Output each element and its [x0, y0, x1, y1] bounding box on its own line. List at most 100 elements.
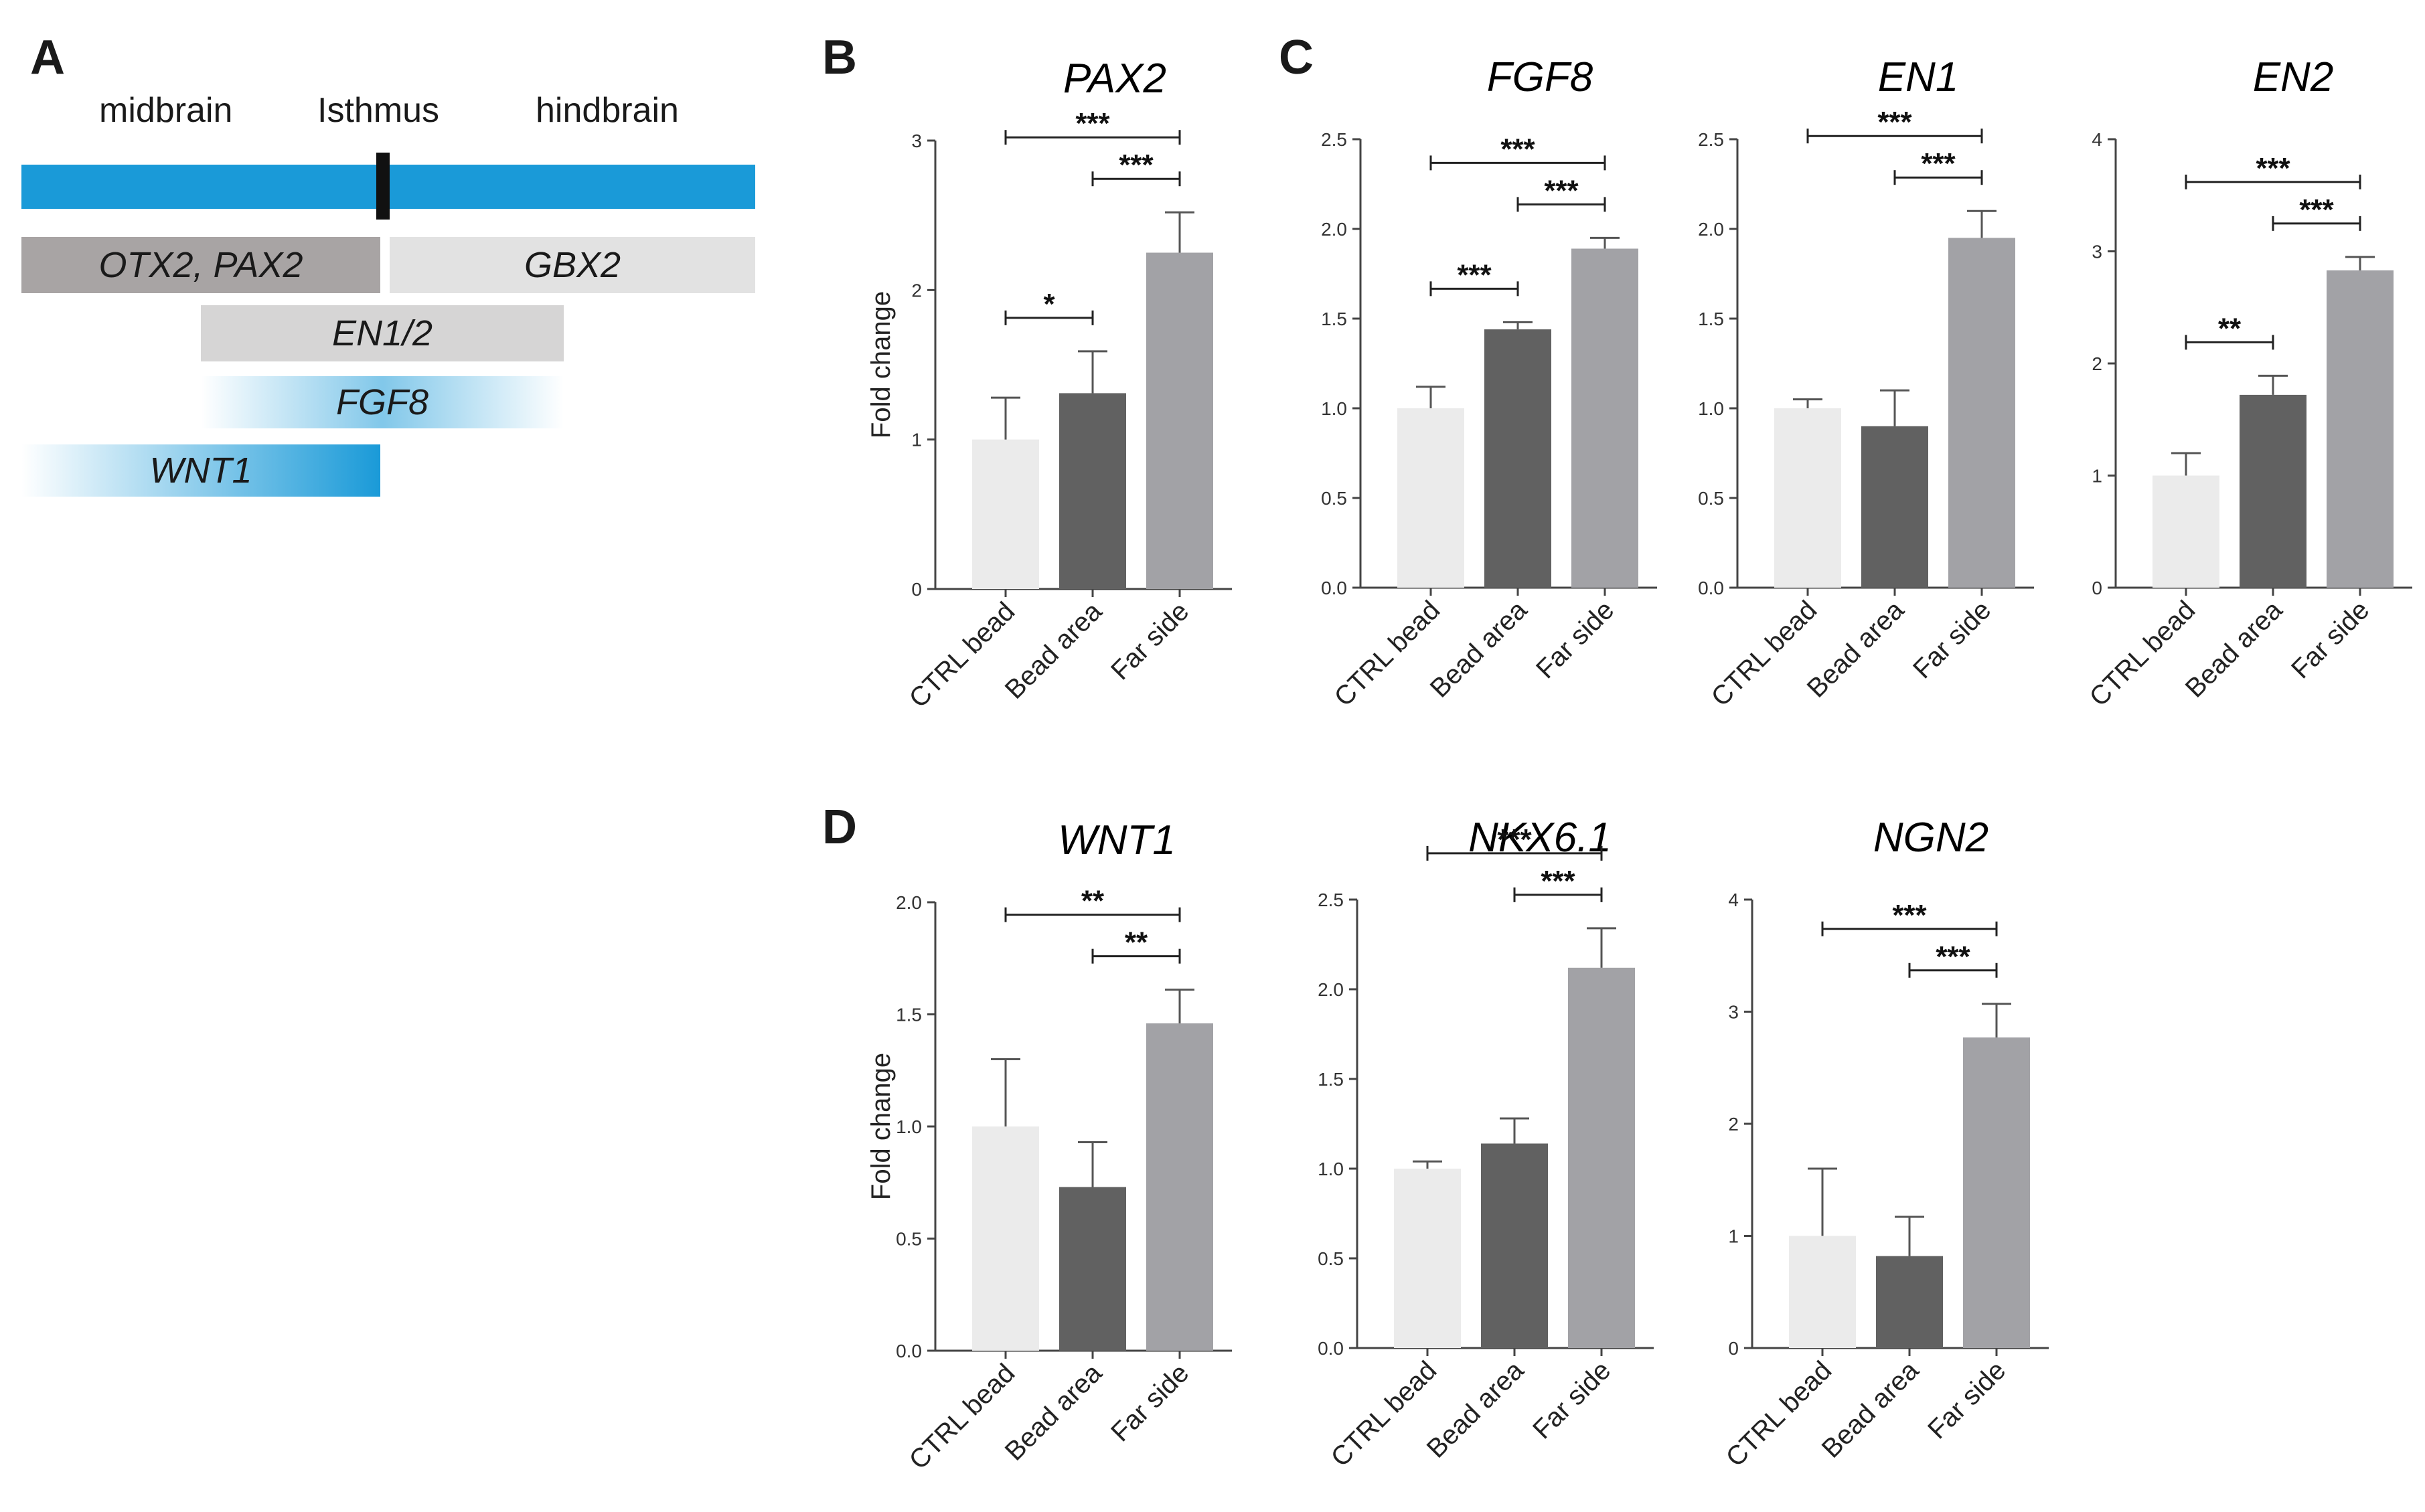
isthmus-label: Isthmus	[317, 91, 440, 130]
wnt1-band: WNT1	[21, 444, 380, 497]
fgf8-sig-label: ***	[1544, 174, 1579, 207]
en2-category-label-2: Far side	[2286, 595, 2375, 684]
wnt1-title: WNT1	[1058, 817, 1176, 863]
nkx61-y-tick-label: 0.5	[1318, 1248, 1344, 1269]
en1-y-tick-label: 2.0	[1698, 219, 1724, 240]
wnt1-category-label-0: CTRL bead	[904, 1358, 1021, 1475]
pax2-sig-label: *	[1043, 288, 1055, 321]
wnt1-y-tick-label: 0.5	[896, 1229, 922, 1250]
fgf8-y-tick-label: 1.0	[1321, 398, 1347, 419]
otx2-pax2-band: OTX2, PAX2	[21, 237, 380, 293]
en2-title: EN2	[2253, 54, 2334, 100]
pax2-y-tick-label: 0	[911, 579, 922, 600]
fgf8-title: FGF8	[1487, 54, 1593, 100]
fgf8-bar-1	[1484, 329, 1551, 588]
nkx61-bar-2	[1568, 967, 1635, 1348]
pax2-category-label-1: Bead area	[1000, 596, 1108, 705]
wnt1-category-label-2: Far side	[1105, 1358, 1194, 1447]
en2-bar-0	[2153, 475, 2219, 588]
ngn2-title: NGN2	[1873, 815, 1988, 861]
pax2-y-tick-label: 1	[911, 430, 922, 450]
pax2-bar-2	[1146, 252, 1213, 589]
en1-category-label-2: Far side	[1907, 595, 1997, 684]
ngn2-y-tick-label: 1	[1728, 1226, 1739, 1247]
en1-y-tick-label: 1.5	[1698, 309, 1724, 329]
fgf8-category-label-1: Bead area	[1425, 595, 1533, 703]
fgf8-category-label-0: CTRL bead	[1329, 595, 1446, 712]
en1-category-label-1: Bead area	[1802, 595, 1910, 703]
en2-y-tick-label: 3	[2092, 242, 2102, 262]
pax2-title: PAX2	[1063, 56, 1166, 102]
nkx61-bar-1	[1481, 1143, 1548, 1348]
en1-bar-2	[1948, 238, 2015, 588]
ngn2-category-label-2: Far side	[1922, 1355, 2011, 1444]
panel-d-letter: D	[822, 801, 857, 854]
fgf8-label: FGF8	[335, 382, 428, 422]
fgf8-y-tick-label: 0.0	[1321, 578, 1347, 598]
en1-bar-0	[1774, 408, 1841, 588]
nkx61-bar-0	[1394, 1169, 1461, 1348]
fgf8-band: FGF8	[201, 376, 564, 428]
otx2-pax2-label: OTX2, PAX2	[98, 245, 303, 285]
wnt1-y-label: Fold change	[866, 1053, 896, 1200]
pax2-category-label-0: CTRL bead	[904, 596, 1021, 713]
wnt1-sig-label: **	[1125, 926, 1148, 959]
wnt1-category-label-1: Bead area	[1000, 1358, 1108, 1466]
midbrain-label: midbrain	[99, 91, 233, 130]
ngn2-bar-2	[1963, 1037, 2030, 1348]
pax2-y-tick-label: 2	[911, 280, 922, 301]
nkx61-category-label-2: Far side	[1527, 1355, 1616, 1444]
fgf8-category-label-2: Far side	[1531, 595, 1620, 684]
wnt1-sig-label: **	[1081, 885, 1105, 918]
en2-sig-label: ***	[2256, 152, 2290, 185]
en2-category-label-0: CTRL bead	[2084, 595, 2201, 712]
en2-y-tick-label: 0	[2092, 578, 2102, 598]
nkx61-sig-label: ***	[1497, 823, 1532, 856]
isthmus-marker	[376, 153, 390, 220]
en2-y-tick-label: 2	[2092, 353, 2102, 374]
en1-category-label-0: CTRL bead	[1706, 595, 1823, 712]
fgf8-sig-label: ***	[1500, 133, 1535, 165]
gbx2-band: GBX2	[390, 237, 755, 293]
wnt1-y-tick-label: 0.0	[896, 1341, 922, 1361]
ngn2-bar-0	[1789, 1236, 1856, 1348]
en1-y-tick-label: 0.0	[1698, 578, 1724, 598]
en2-bar-2	[2327, 270, 2394, 588]
pax2-y-label: Fold change	[866, 291, 896, 438]
nkx61-sig-label: ***	[1541, 865, 1575, 898]
fgf8-bar-0	[1397, 408, 1464, 588]
ngn2-category-label-0: CTRL bead	[1721, 1355, 1838, 1473]
en1-sig-label: ***	[1877, 106, 1912, 139]
pax2-bar-0	[972, 439, 1039, 589]
nkx61-y-tick-label: 1.0	[1318, 1159, 1344, 1179]
panel-a-letter: A	[30, 31, 65, 84]
ngn2-sig-label: ***	[1892, 899, 1927, 932]
en1-y-tick-label: 1.0	[1698, 398, 1724, 419]
wnt1-label: WNT1	[149, 450, 252, 491]
panel-c-letter: C	[1279, 31, 1314, 84]
fgf8-y-tick-label: 2.5	[1321, 129, 1347, 150]
ngn2-bar-1	[1876, 1256, 1943, 1348]
en1-y-tick-label: 2.5	[1698, 129, 1724, 150]
panel-b-letter: B	[822, 31, 857, 84]
fgf8-y-tick-label: 2.0	[1321, 219, 1347, 240]
en1-y-tick-label: 0.5	[1698, 488, 1724, 509]
ngn2-y-tick-label: 2	[1728, 1114, 1739, 1135]
pax2-y-tick-label: 3	[911, 131, 922, 151]
en2-bar-1	[2240, 394, 2306, 588]
en1-sig-label: ***	[1921, 147, 1956, 180]
en1-title: EN1	[1878, 54, 1959, 100]
wnt1-bar-2	[1146, 1023, 1213, 1351]
nkx61-category-label-1: Bead area	[1421, 1355, 1530, 1464]
ngn2-category-label-1: Bead area	[1816, 1355, 1925, 1464]
nkx61-y-tick-label: 1.5	[1318, 1069, 1344, 1090]
nkx61-y-tick-label: 2.0	[1318, 979, 1344, 1000]
en2-y-tick-label: 4	[2092, 129, 2102, 150]
en2-sig-label: **	[2218, 312, 2242, 345]
en2-y-tick-label: 1	[2092, 466, 2102, 487]
wnt1-bar-0	[972, 1126, 1039, 1351]
ngn2-y-tick-label: 3	[1728, 1002, 1739, 1023]
nkx61-category-label-0: CTRL bead	[1326, 1355, 1443, 1473]
wnt1-y-tick-label: 1.5	[896, 1005, 922, 1025]
